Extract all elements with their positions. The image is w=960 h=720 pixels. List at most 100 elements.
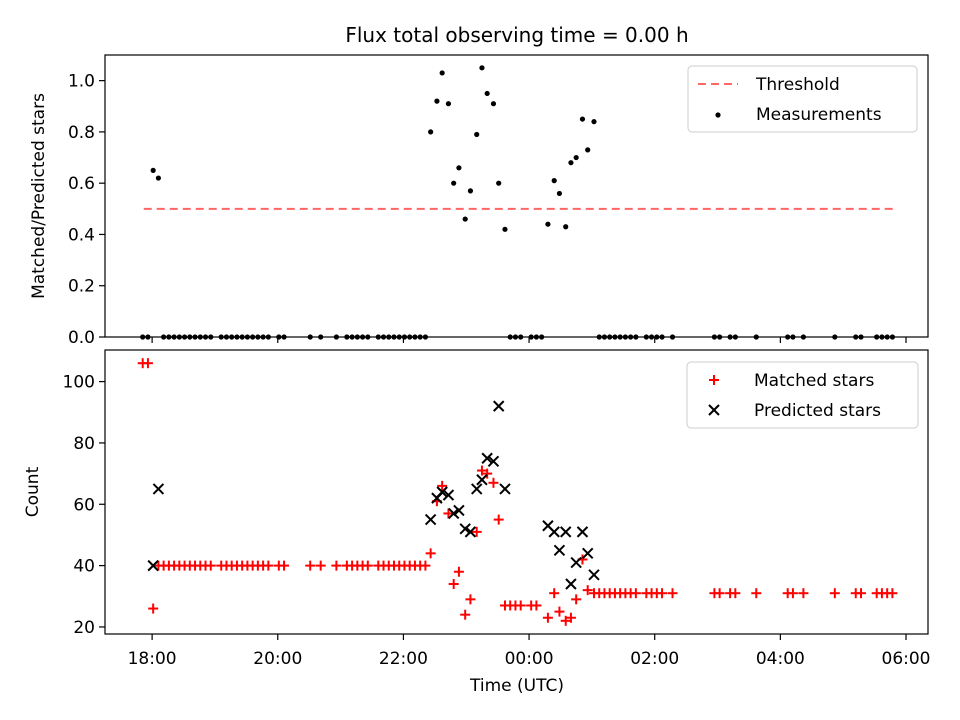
ratio-y-axis-label: Matched/Predicted stars — [29, 93, 49, 299]
legend-matched-label: Matched stars — [754, 371, 874, 391]
matched-star-marker — [420, 560, 431, 571]
count-y-tick-label: 40 — [73, 557, 95, 577]
ratio-y-axis: 0.0 0.2 0.4 0.6 0.8 1.0 — [68, 72, 105, 348]
ratio-plot-frame — [104, 54, 929, 338]
count-panel: 20 40 60 80 100 18:00 20:00 22:00 00:00 02:00 04:… — [23, 349, 931, 669]
predicted-star-marker — [565, 578, 577, 590]
legend-measurements-swatch — [715, 112, 721, 118]
matched-star-marker — [493, 514, 504, 525]
measurement-point — [428, 129, 434, 135]
matched-star-marker — [448, 579, 459, 590]
matched-star-marker — [515, 600, 526, 611]
matched-star-marker — [437, 480, 448, 491]
matched-star-marker — [565, 612, 576, 623]
x-tick-label: 02:00 — [630, 649, 679, 669]
matched-star-marker — [542, 612, 553, 623]
count-y-tick-label: 20 — [73, 618, 95, 638]
predicted-star-marker — [471, 483, 483, 495]
matched-star-marker — [714, 588, 725, 599]
measurement-point — [445, 101, 452, 107]
measurement-point — [439, 70, 445, 76]
ratio-y-tick-label: 0.2 — [68, 277, 95, 297]
measurement-point — [474, 131, 480, 138]
x-tick-label: 04:00 — [756, 649, 805, 669]
ratio-legend: Threshold Measurements — [687, 65, 918, 133]
matched-star-marker — [425, 548, 436, 559]
matched-star-marker — [315, 560, 326, 571]
matched-star-marker — [798, 588, 809, 599]
measurement-point — [568, 160, 574, 166]
x-tick-label: 22:00 — [379, 649, 428, 669]
predicted-star-marker — [499, 483, 511, 495]
count-plot-frame — [104, 349, 929, 635]
measurement-point — [551, 178, 557, 184]
ratio-y-tick-label: 0.0 — [68, 328, 95, 348]
count-legend: Matched stars Predicted stars — [686, 361, 919, 429]
ratio-panel: 0.0 0.2 0.4 0.6 0.8 1.0 Matched/Predicted sta… — [29, 54, 929, 348]
predicted-star-marker — [487, 455, 500, 468]
predicted-star-marker — [560, 526, 572, 538]
predicted-star-marker — [588, 569, 600, 581]
measurement-point — [451, 180, 457, 186]
count-y-tick-label: 80 — [73, 434, 95, 454]
matched-star-marker — [829, 588, 840, 599]
predicted-star-marker — [152, 483, 165, 495]
ratio-y-tick-label: 1.0 — [68, 72, 95, 92]
matched-star-marker — [571, 594, 582, 605]
x-axis-label: Time (UTC) — [469, 676, 564, 696]
matched-star-marker — [549, 588, 560, 599]
matched-star-marker — [488, 477, 499, 488]
matched-star-marker — [667, 588, 678, 599]
count-x-ticks: 18:00 20:00 22:00 00:00 02:00 04:00 06:00 — [128, 634, 931, 669]
measurement-point — [556, 190, 563, 197]
ratio-x-ticks — [151, 337, 907, 343]
matched-star-marker — [482, 468, 493, 479]
predicted-star-marker — [481, 452, 493, 464]
matched-star-marker — [787, 588, 798, 599]
measurement-point — [150, 167, 156, 173]
predicted-star-marker — [442, 489, 455, 501]
legend-measurements-label: Measurements — [756, 105, 882, 125]
predicted-star-marker — [576, 526, 589, 538]
measurement-point — [484, 90, 490, 97]
predicted-star-marker — [570, 556, 582, 569]
measurement-point — [585, 147, 591, 153]
matched-star-marker — [554, 606, 565, 617]
legend-matched-swatch — [709, 375, 719, 385]
measurement-point — [573, 154, 579, 161]
predicted-star-marker — [476, 474, 488, 486]
matched-star-marker — [263, 560, 274, 571]
matched-star-marker — [630, 588, 641, 599]
matched-star-marker — [443, 508, 454, 519]
matched-star-marker — [362, 560, 373, 571]
predicted-star-marker — [553, 544, 566, 556]
x-tick-label: 20:00 — [253, 649, 302, 669]
measurement-point — [467, 188, 474, 194]
ratio-y-tick-label: 0.6 — [68, 174, 95, 194]
predicted-star-marker — [147, 559, 159, 572]
measurement-point — [496, 180, 502, 186]
ratio-y-tick-label: 0.8 — [68, 123, 95, 143]
matched-star-marker — [751, 588, 762, 599]
measurement-point — [563, 224, 569, 230]
measurement-point — [545, 221, 551, 227]
count-y-tick-label: 60 — [73, 495, 95, 515]
predicted-star-marker — [447, 507, 460, 520]
predicted-star-marker — [492, 400, 505, 412]
matched-star-marker — [887, 588, 898, 599]
matched-star-marker — [205, 560, 216, 571]
measurement-point — [490, 101, 497, 107]
legend-predicted-swatch — [708, 404, 720, 416]
matched-star-marker — [465, 594, 476, 605]
matched-star-marker — [305, 560, 316, 571]
predicted-star-marker — [464, 526, 477, 538]
matched-star-marker — [657, 588, 668, 599]
measurement-point — [579, 116, 586, 122]
x-tick-label: 06:00 — [882, 649, 931, 669]
x-tick-label: 00:00 — [505, 649, 554, 669]
predicted-star-marker — [424, 513, 437, 526]
predicted-star-marker — [548, 526, 560, 538]
measurement-point — [434, 98, 440, 104]
matched-star-marker — [730, 588, 741, 599]
legend-predicted-label: Predicted stars — [754, 401, 881, 421]
